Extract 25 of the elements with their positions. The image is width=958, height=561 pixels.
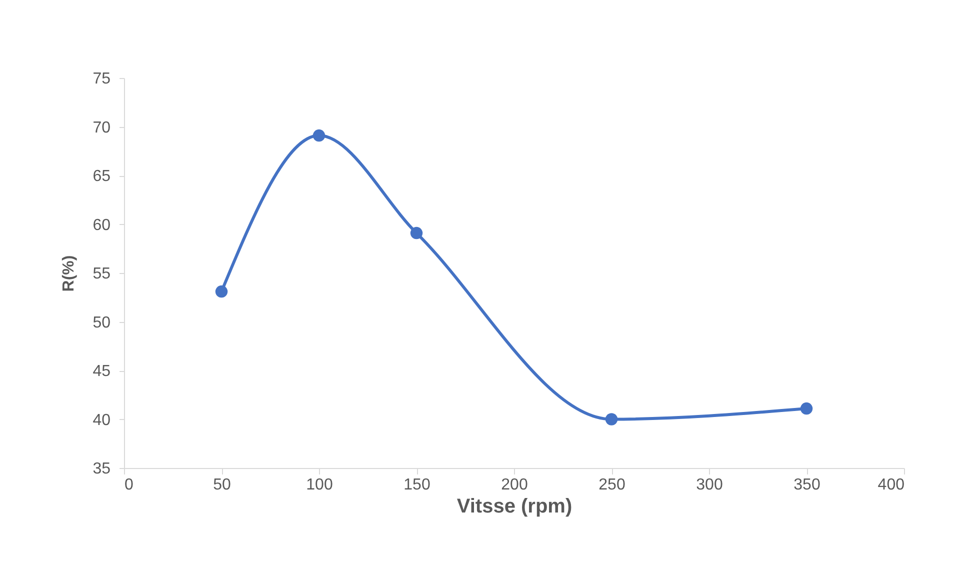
- y-tick-label: 40: [92, 412, 111, 429]
- y-tick-label: 75: [92, 70, 111, 88]
- y-tick-label: 70: [92, 119, 111, 136]
- x-tick-label: 350: [794, 476, 820, 494]
- x-tick-label: 300: [696, 476, 723, 494]
- point: [312, 129, 326, 142]
- y-tick-label: 45: [92, 363, 111, 380]
- point: [800, 402, 813, 415]
- y-tick-label: 50: [92, 314, 111, 332]
- x-axis-title: Vitsse (rpm): [456, 496, 572, 518]
- x-tick-label: 0: [124, 476, 134, 494]
- x-tick-label: 400: [878, 476, 905, 494]
- x-tick-label: 150: [404, 476, 430, 494]
- point: [605, 413, 618, 426]
- x-tick-label: 200: [501, 476, 528, 494]
- x-tick-label: 100: [306, 476, 333, 494]
- y-tick-label: 60: [92, 216, 111, 234]
- x-tick-label: 50: [213, 476, 231, 494]
- x-tick-label: 250: [598, 476, 626, 494]
- point: [410, 226, 423, 240]
- point: [215, 285, 228, 298]
- y-axis-title: R(%): [60, 255, 78, 292]
- y-tick-label: 35: [92, 460, 111, 478]
- y-tick-label: 65: [92, 168, 111, 185]
- y-tick-label: 55: [92, 266, 111, 282]
